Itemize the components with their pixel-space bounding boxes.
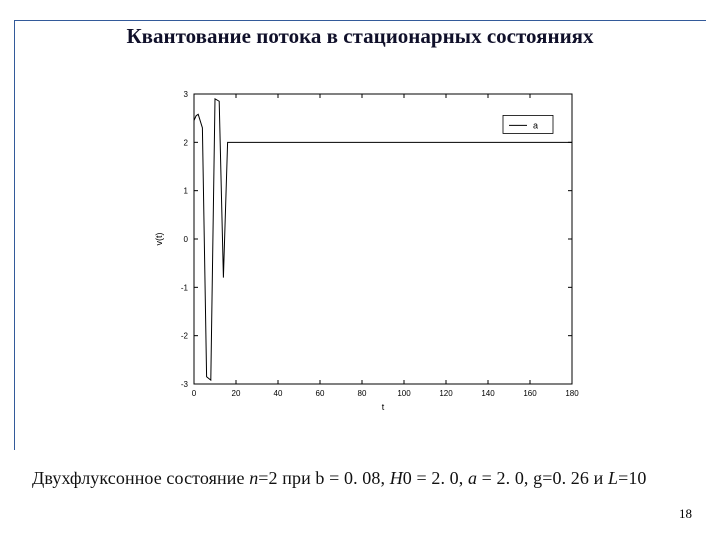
caption-a-val: = 2. 0,: [477, 468, 533, 488]
svg-text:60: 60: [316, 389, 325, 398]
svg-text:0: 0: [192, 389, 197, 398]
caption-L-val: =10: [618, 468, 646, 488]
caption-gamma-val: =0. 26 и: [542, 468, 608, 488]
caption-a-label: a: [468, 468, 477, 488]
svg-text:100: 100: [397, 389, 411, 398]
svg-text:1: 1: [184, 187, 189, 196]
svg-text:0: 0: [184, 235, 189, 244]
caption-beta-val: = 0. 08,: [325, 468, 390, 488]
svg-text:a: a: [533, 120, 538, 130]
caption-H0-label: H: [390, 468, 403, 488]
svg-text:2: 2: [184, 138, 189, 147]
slide: Квантование потока в стационарных состоя…: [0, 0, 720, 540]
caption-prefix: Двухфлуксонное состояние: [32, 468, 249, 488]
caption-L-label: L: [608, 468, 618, 488]
svg-text:120: 120: [439, 389, 453, 398]
svg-text:40: 40: [274, 389, 283, 398]
svg-text:160: 160: [523, 389, 537, 398]
chart-svg: 0 20 40 60 80 100 120 140 160 180 -3 -2 -1 0 1 2 3 t v(t) a: [142, 88, 582, 418]
svg-text:20: 20: [232, 389, 241, 398]
caption-H0-val: = 2. 0,: [412, 468, 468, 488]
flux-quantization-chart: 0 20 40 60 80 100 120 140 160 180 -3 -2 -1 0 1 2 3 t v(t) a: [142, 88, 582, 428]
svg-text:-2: -2: [181, 332, 189, 341]
svg-text:3: 3: [184, 90, 189, 99]
title-frame-left: [14, 20, 15, 450]
svg-text:180: 180: [565, 389, 579, 398]
caption-n-label: n: [249, 468, 258, 488]
svg-text:-3: -3: [181, 380, 189, 389]
caption-beta-label: b: [315, 468, 324, 488]
caption-n-eq: =2 при: [258, 468, 315, 488]
svg-text:v(t): v(t): [154, 233, 164, 246]
svg-text:-1: -1: [181, 283, 189, 292]
svg-text:140: 140: [481, 389, 495, 398]
caption: Двухфлуксонное состояние n=2 при b = 0. …: [32, 468, 692, 489]
caption-H0-sub: 0: [403, 468, 412, 488]
svg-text:t: t: [382, 402, 385, 412]
slide-title: Квантование потока в стационарных состоя…: [80, 24, 640, 49]
caption-gamma-label: g: [533, 468, 542, 488]
page-number: 18: [679, 506, 692, 522]
svg-text:80: 80: [358, 389, 367, 398]
